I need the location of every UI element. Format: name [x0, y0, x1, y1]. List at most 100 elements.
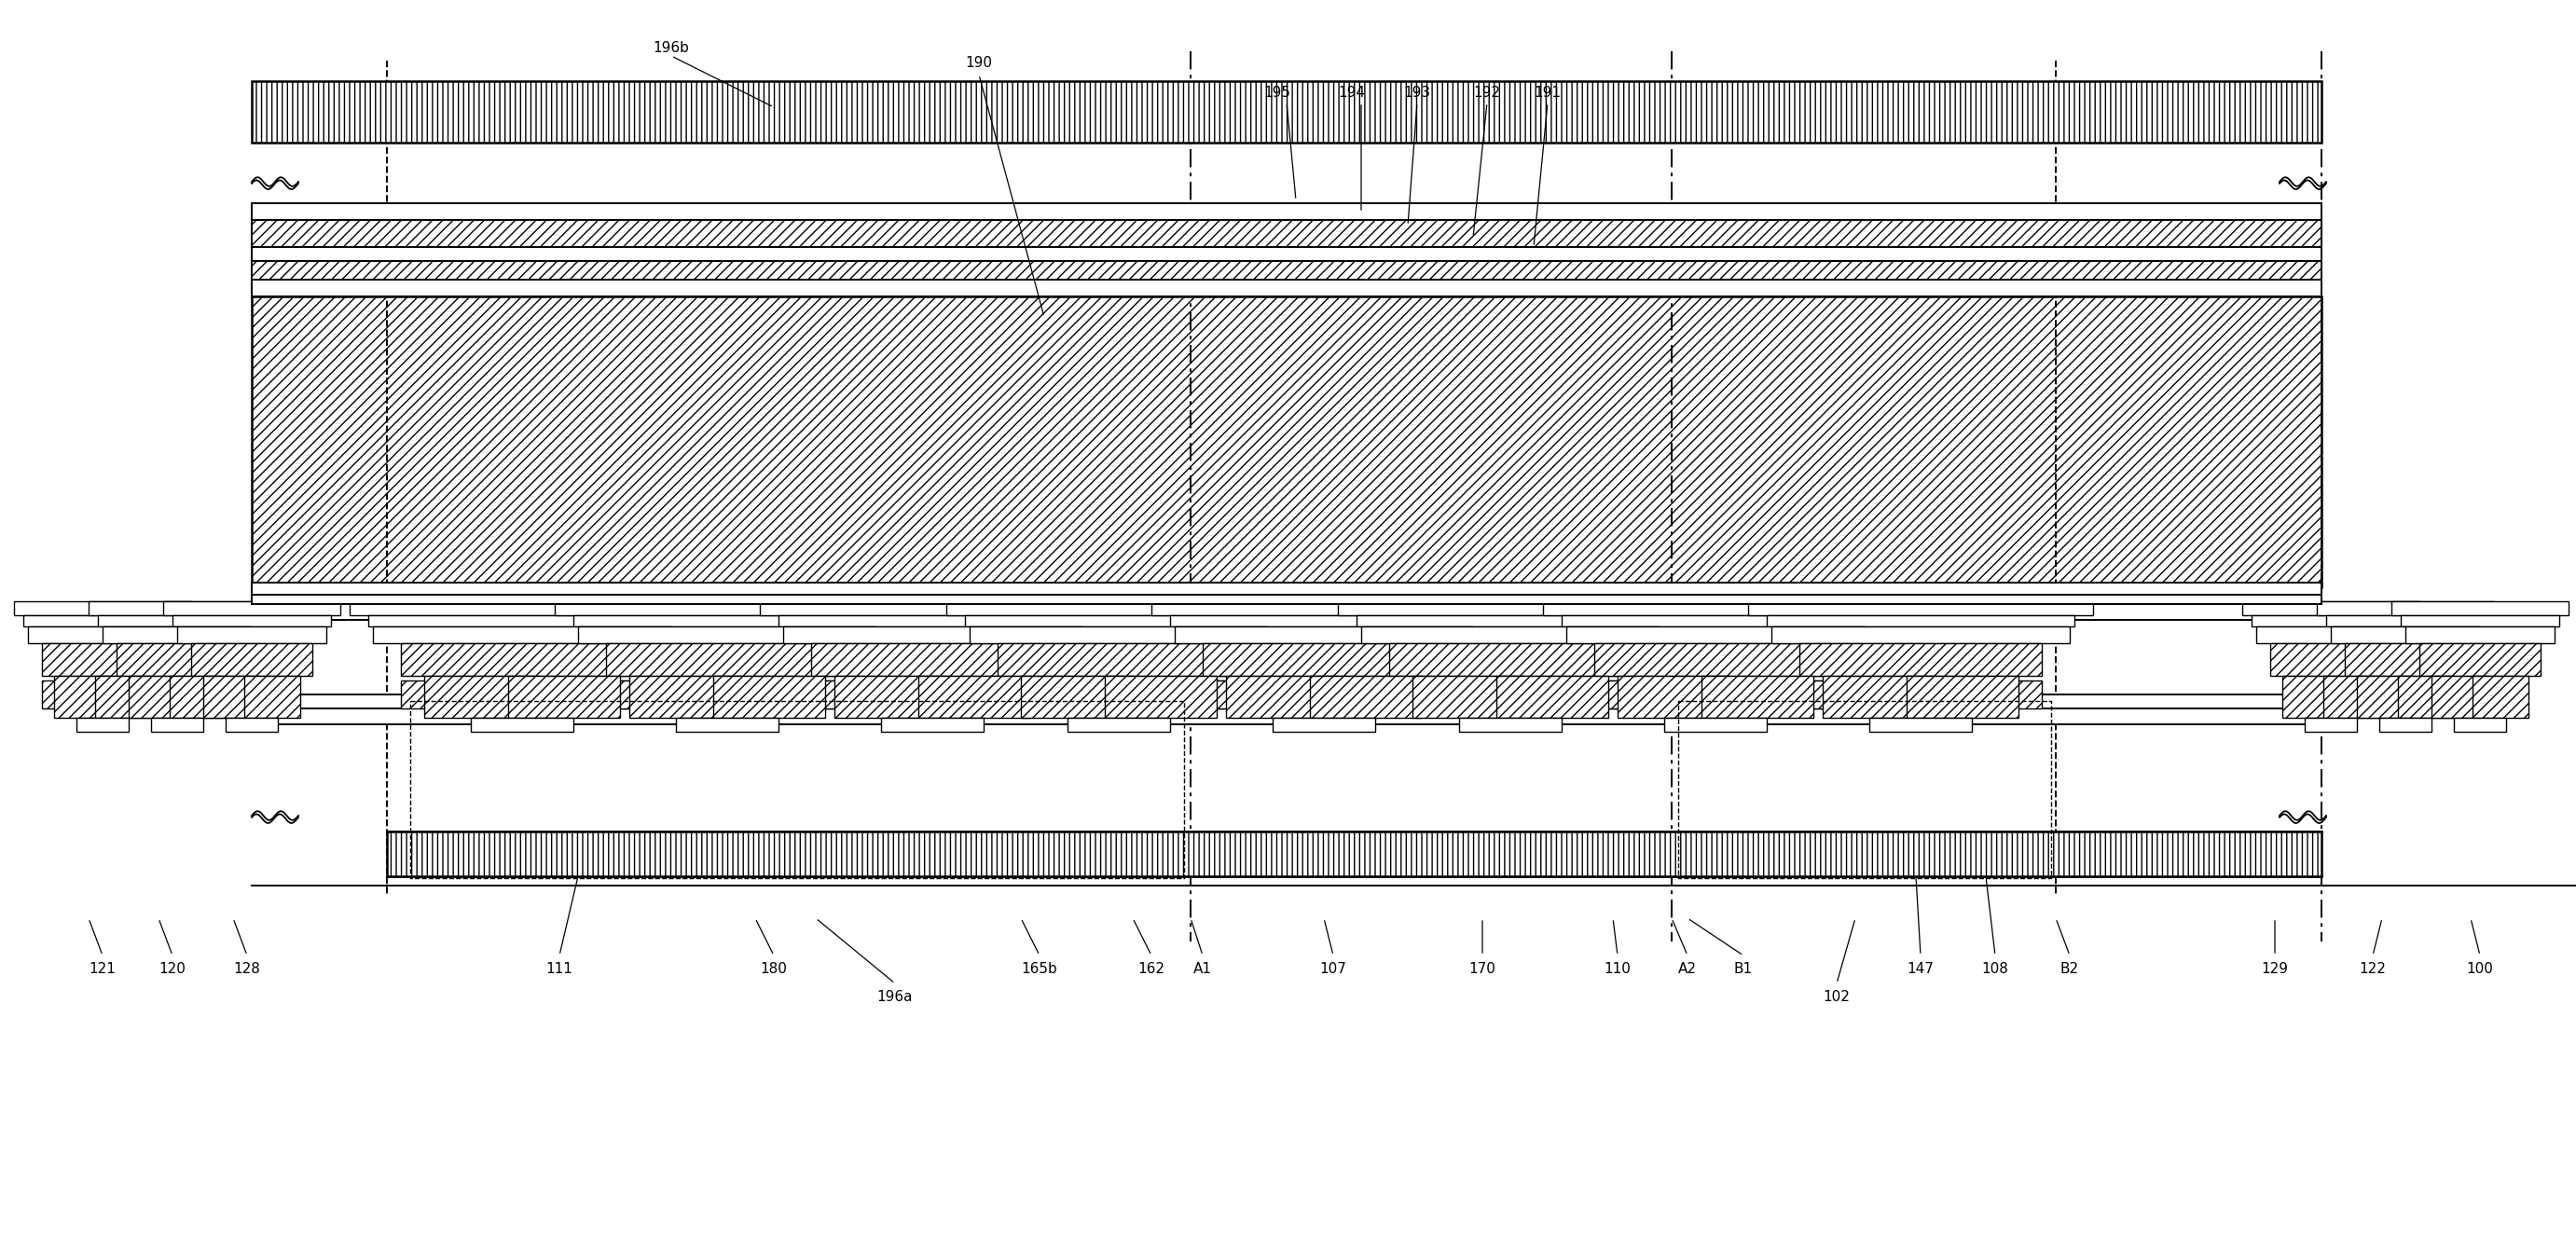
Text: 110: 110	[1605, 962, 1631, 976]
Bar	[1203, 643, 1445, 675]
Bar	[1772, 626, 2069, 643]
Bar	[2401, 615, 2558, 626]
Bar	[1767, 615, 2074, 626]
Bar	[245, 675, 301, 717]
Bar	[129, 675, 185, 717]
Bar	[574, 615, 881, 626]
Bar	[835, 675, 945, 717]
Bar	[577, 626, 876, 643]
Bar	[252, 220, 2321, 247]
Bar	[2316, 601, 2494, 615]
Bar	[1358, 615, 1664, 626]
Bar	[2419, 643, 2540, 675]
Bar	[917, 675, 1030, 717]
Bar	[2282, 675, 2339, 717]
Bar	[2344, 643, 2465, 675]
Bar	[103, 626, 252, 643]
Bar	[471, 717, 574, 732]
Bar	[2406, 626, 2555, 643]
Bar	[605, 680, 848, 709]
Bar	[41, 643, 162, 675]
Bar	[252, 604, 2321, 620]
Bar	[1226, 675, 1337, 717]
Bar	[98, 615, 258, 626]
Bar	[252, 261, 2321, 280]
Text: 195: 195	[1265, 87, 1291, 100]
Text: B1: B1	[1734, 962, 1752, 976]
Text: 120: 120	[160, 962, 185, 976]
Bar	[2432, 675, 2488, 717]
Text: A1: A1	[1193, 962, 1213, 976]
Bar	[966, 615, 1273, 626]
Bar	[2473, 675, 2530, 717]
Bar	[252, 247, 2321, 261]
Text: A2: A2	[1677, 962, 1698, 976]
Bar	[811, 680, 1054, 709]
Bar	[2331, 626, 2481, 643]
Text: 192: 192	[1473, 87, 1502, 100]
Bar	[2326, 615, 2486, 626]
Bar	[227, 717, 278, 732]
Bar	[23, 615, 183, 626]
Text: 102: 102	[1824, 991, 1850, 1004]
Bar	[1870, 717, 1971, 732]
Bar	[28, 626, 178, 643]
Bar	[1273, 717, 1376, 732]
Bar	[629, 675, 742, 717]
Bar	[945, 601, 1291, 615]
Bar	[605, 643, 848, 675]
Bar	[2324, 675, 2380, 717]
Text: 196a: 196a	[876, 991, 912, 1004]
Text: 121: 121	[90, 962, 116, 976]
Bar	[88, 601, 265, 615]
Bar	[425, 675, 536, 717]
Text: 147: 147	[1906, 962, 1935, 976]
Bar	[2398, 675, 2455, 717]
Bar	[1360, 626, 1659, 643]
Bar	[204, 675, 260, 717]
Bar	[1566, 626, 1865, 643]
Bar	[783, 626, 1082, 643]
Bar	[1337, 601, 1682, 615]
Bar	[1906, 675, 2020, 717]
Text: 107: 107	[1319, 962, 1347, 976]
Bar	[121, 680, 232, 709]
Bar	[402, 680, 644, 709]
Bar	[1664, 717, 1767, 732]
Text: 193: 193	[1404, 87, 1430, 100]
Bar	[1561, 615, 1870, 626]
Text: B2: B2	[2061, 962, 2079, 976]
Text: 191: 191	[1535, 87, 1561, 100]
Bar	[1388, 643, 1631, 675]
Bar	[402, 643, 644, 675]
Bar	[1801, 643, 2043, 675]
Bar	[252, 280, 2321, 297]
Bar	[252, 583, 2321, 595]
Bar	[170, 675, 227, 717]
Bar	[1105, 675, 1216, 717]
Text: 108: 108	[1981, 962, 2009, 976]
Bar	[1311, 675, 1422, 717]
Bar	[881, 717, 984, 732]
Bar	[997, 643, 1239, 675]
Bar	[252, 203, 2321, 220]
Bar	[1170, 615, 1479, 626]
Bar	[1703, 675, 1814, 717]
Bar	[1388, 680, 1631, 709]
Text: 180: 180	[760, 962, 788, 976]
Bar	[1824, 675, 1935, 717]
Text: 122: 122	[2360, 962, 2385, 976]
Bar	[252, 82, 2321, 142]
Bar	[811, 643, 1054, 675]
Bar	[714, 675, 824, 717]
Bar	[41, 680, 162, 709]
Bar	[1203, 680, 1445, 709]
Bar	[1595, 643, 1837, 675]
Bar	[77, 717, 129, 732]
Bar	[252, 694, 2321, 709]
Bar	[969, 626, 1267, 643]
Text: 100: 100	[2465, 962, 2494, 976]
Bar	[1066, 717, 1170, 732]
Bar	[162, 601, 340, 615]
Bar	[178, 626, 327, 643]
